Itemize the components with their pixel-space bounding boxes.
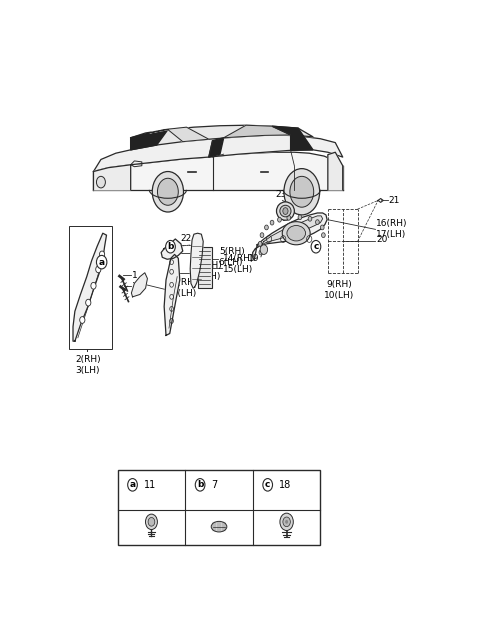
Circle shape [96, 255, 107, 269]
Text: 19: 19 [248, 254, 259, 263]
Polygon shape [94, 165, 131, 190]
Text: 22: 22 [181, 234, 192, 243]
Circle shape [287, 215, 290, 220]
Circle shape [80, 317, 85, 324]
Circle shape [148, 518, 155, 526]
Circle shape [99, 251, 105, 258]
Circle shape [270, 220, 274, 225]
Polygon shape [252, 213, 327, 260]
Circle shape [308, 217, 312, 221]
Circle shape [290, 177, 314, 207]
Polygon shape [260, 216, 323, 247]
Circle shape [277, 217, 281, 222]
Ellipse shape [211, 521, 227, 532]
Circle shape [260, 233, 264, 237]
Circle shape [166, 240, 175, 253]
Circle shape [258, 242, 262, 246]
Ellipse shape [282, 222, 310, 245]
Circle shape [96, 177, 106, 188]
Circle shape [284, 168, 320, 215]
Text: 18: 18 [279, 480, 291, 490]
Circle shape [152, 172, 183, 212]
Ellipse shape [280, 205, 291, 217]
Text: b: b [168, 242, 174, 251]
Circle shape [91, 282, 96, 289]
Text: c: c [265, 480, 270, 490]
Polygon shape [328, 152, 343, 190]
Circle shape [85, 299, 91, 306]
Text: a: a [130, 480, 135, 490]
Ellipse shape [276, 202, 294, 220]
Polygon shape [131, 130, 168, 150]
Text: 2(RH)
3(LH): 2(RH) 3(LH) [76, 355, 101, 375]
Bar [69, 226, 112, 349]
Polygon shape [132, 273, 147, 297]
Circle shape [96, 266, 101, 273]
Circle shape [195, 478, 205, 491]
Polygon shape [73, 233, 107, 341]
Text: 20: 20 [376, 235, 387, 245]
Text: 12(RH)
13(LH): 12(RH) 13(LH) [167, 278, 198, 298]
Circle shape [259, 250, 263, 255]
Polygon shape [164, 254, 180, 336]
Polygon shape [94, 152, 343, 190]
Polygon shape [272, 126, 313, 150]
Polygon shape [209, 138, 224, 157]
Polygon shape [149, 127, 209, 141]
Circle shape [157, 178, 178, 205]
Circle shape [283, 208, 288, 215]
Text: 1: 1 [132, 282, 138, 290]
Polygon shape [94, 135, 343, 172]
Text: a: a [98, 258, 105, 267]
Ellipse shape [287, 225, 306, 241]
Text: 21: 21 [389, 196, 400, 205]
Circle shape [260, 245, 267, 254]
Circle shape [128, 478, 137, 491]
Circle shape [322, 233, 325, 237]
Circle shape [283, 517, 290, 526]
Circle shape [285, 520, 288, 524]
Text: 23: 23 [276, 190, 287, 200]
Circle shape [321, 225, 324, 230]
Text: 16(RH)
17(LH): 16(RH) 17(LH) [376, 219, 408, 239]
Polygon shape [131, 125, 313, 150]
Text: 9(RH)
10(LH): 9(RH) 10(LH) [324, 280, 354, 300]
Circle shape [264, 225, 268, 230]
Circle shape [145, 514, 157, 530]
Text: 1: 1 [132, 270, 138, 280]
Bar [198, 247, 212, 288]
Polygon shape [161, 239, 183, 259]
Text: 7: 7 [211, 480, 217, 490]
Text: 8(RH)
4(LH): 8(RH) 4(LH) [196, 261, 222, 281]
Text: c: c [313, 242, 319, 251]
Circle shape [280, 513, 293, 530]
Circle shape [298, 215, 302, 220]
Text: b: b [197, 480, 204, 490]
Circle shape [311, 240, 321, 253]
Circle shape [315, 220, 319, 225]
Text: 14(RH)
15(LH): 14(RH) 15(LH) [223, 254, 254, 274]
Text: 5(RH)
6(LH): 5(RH) 6(LH) [219, 247, 245, 267]
Bar [118, 470, 321, 545]
Text: 11: 11 [144, 480, 156, 490]
Polygon shape [224, 125, 290, 138]
Circle shape [263, 478, 273, 491]
Polygon shape [190, 233, 203, 288]
